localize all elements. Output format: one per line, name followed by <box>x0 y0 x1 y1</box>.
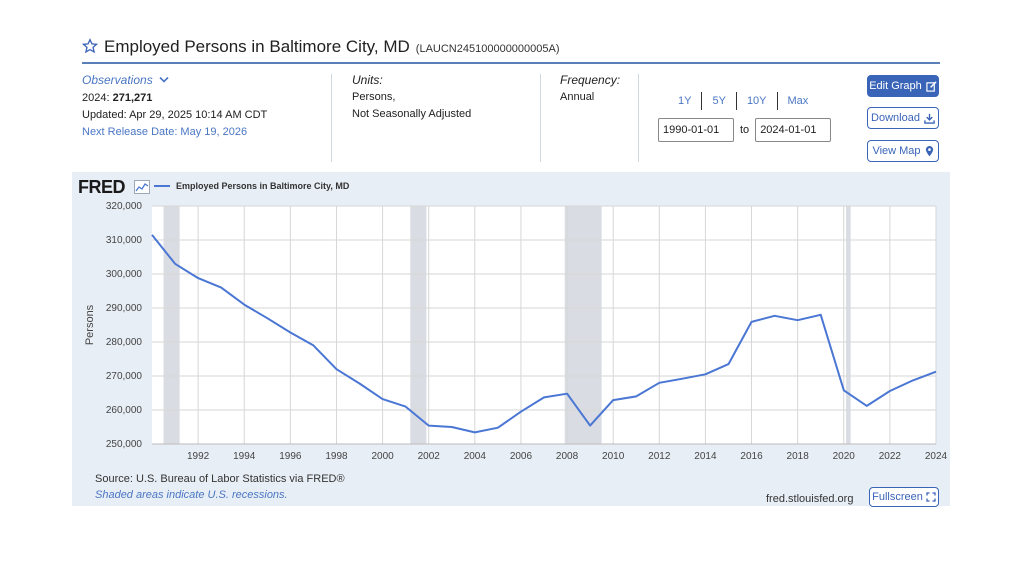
fred-logo: FRED <box>78 177 126 197</box>
y-tick-label: 280,000 <box>106 337 143 348</box>
x-tick-label: 2010 <box>602 451 625 462</box>
observations-label[interactable]: Observations <box>82 73 153 87</box>
date-range: to <box>658 118 832 142</box>
x-tick-label: 2000 <box>371 451 394 462</box>
divider <box>540 74 541 162</box>
range-selector: 1Y 5Y 10Y Max <box>668 92 818 110</box>
observations-toggle[interactable]: Observations <box>82 72 267 90</box>
end-date-input[interactable] <box>755 118 832 142</box>
page-header: Employed Persons in Baltimore City, MD (… <box>82 36 940 57</box>
y-tick-label: 310,000 <box>106 235 143 246</box>
x-tick-label: 1998 <box>325 451 348 462</box>
series-id: (LAUCN245100000000005A) <box>415 43 560 55</box>
series-line <box>151 234 937 434</box>
recession-band <box>163 206 180 444</box>
next-release-link[interactable]: Next Release Date: May 19, 2026 <box>82 126 248 138</box>
edit-icon <box>926 80 937 92</box>
x-tick-label: 2004 <box>464 451 487 462</box>
legend-label: Employed Persons in Baltimore City, MD <box>176 181 350 191</box>
date-to-label: to <box>740 124 750 136</box>
download-icon <box>924 113 935 124</box>
star-icon[interactable] <box>82 38 98 54</box>
fullscreen-icon <box>926 492 936 502</box>
x-tick-label: 2024 <box>925 451 948 462</box>
x-tick-label: 2014 <box>694 451 717 462</box>
divider <box>638 74 639 162</box>
x-tick-label: 1992 <box>187 451 210 462</box>
start-date-input[interactable] <box>658 118 734 142</box>
observations-panel: Observations 2024: 271,271 Updated: Apr … <box>82 72 267 141</box>
units-line1: Persons, <box>352 91 396 103</box>
y-tick-label: 260,000 <box>106 405 143 416</box>
range-1y[interactable]: 1Y <box>668 92 703 110</box>
view-map-button[interactable]: View Map <box>867 140 939 162</box>
recession-band <box>846 206 851 444</box>
frequency-panel: Frequency: Annual <box>560 72 620 106</box>
x-tick-label: 2018 <box>787 451 810 462</box>
x-tick-label: 2002 <box>418 451 441 462</box>
recession-band <box>564 206 602 444</box>
x-tick-label: 2008 <box>556 451 579 462</box>
y-axis-label: Persons <box>84 304 96 345</box>
units-panel: Units: Persons, Not Seasonally Adjusted <box>352 72 471 123</box>
y-tick-label: 250,000 <box>106 439 143 450</box>
edit-graph-label: Edit Graph <box>869 80 922 92</box>
recession-note: Shaded areas indicate U.S. recessions. <box>95 489 288 501</box>
units-label: Units: <box>352 73 383 87</box>
map-pin-icon <box>925 146 933 157</box>
fred-chart-icon <box>134 180 150 194</box>
x-tick-label: 1996 <box>279 451 302 462</box>
view-map-label: View Map <box>872 145 921 157</box>
y-tick-label: 290,000 <box>106 303 143 314</box>
fullscreen-label: Fullscreen <box>872 491 923 503</box>
download-button[interactable]: Download <box>867 107 939 129</box>
x-tick-label: 2012 <box>648 451 671 462</box>
x-tick-label: 2016 <box>740 451 763 462</box>
frequency-label: Frequency: <box>560 73 621 87</box>
line-chart[interactable]: 250,000 260,000 270,000 280,000 290,000 300,0… <box>72 172 950 472</box>
frequency-value: Annual <box>560 91 595 103</box>
page-title: Employed Persons in Baltimore City, MD <box>104 37 410 56</box>
fullscreen-button[interactable]: Fullscreen <box>869 487 939 507</box>
x-tick-label: 2006 <box>510 451 533 462</box>
edit-graph-button[interactable]: Edit Graph <box>867 75 939 97</box>
units-line2: Not Seasonally Adjusted <box>352 108 472 120</box>
y-tick-label: 270,000 <box>106 371 143 382</box>
x-tick-label: 2020 <box>833 451 856 462</box>
range-10y[interactable]: 10Y <box>737 92 778 110</box>
observation-value: 271,271 <box>112 92 153 104</box>
site-url[interactable]: fred.stlouisfed.org <box>766 493 854 505</box>
observation-period: 2024: <box>82 92 110 104</box>
header-divider <box>82 62 940 64</box>
download-label: Download <box>871 112 920 124</box>
range-5y[interactable]: 5Y <box>702 92 737 110</box>
y-tick-label: 320,000 <box>106 201 143 212</box>
range-max[interactable]: Max <box>787 95 809 107</box>
divider <box>331 74 332 162</box>
plot-area <box>152 206 936 444</box>
x-tick-label: 1994 <box>233 451 256 462</box>
chart-legend: Employed Persons in Baltimore City, MD <box>154 181 349 191</box>
chevron-down-icon[interactable] <box>159 76 169 84</box>
updated-text: Updated: Apr 29, 2025 10:14 AM CDT <box>82 109 268 121</box>
legend-swatch <box>154 185 170 187</box>
source-text: Source: U.S. Bureau of Labor Statistics … <box>95 473 345 485</box>
recession-band <box>410 206 427 444</box>
y-tick-label: 300,000 <box>106 269 143 280</box>
latest-observation: 2024: 271,271 <box>82 90 267 107</box>
x-tick-label: 2022 <box>879 451 902 462</box>
